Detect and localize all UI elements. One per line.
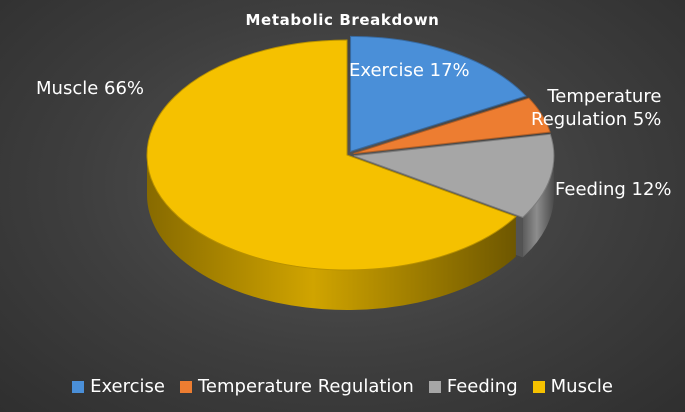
pie-side-feeding xyxy=(522,155,554,258)
legend-label-temperature-regulation: Temperature Regulation xyxy=(197,376,414,397)
data-label-muscle: Muscle 66% xyxy=(36,78,145,99)
legend-swatch-exercise xyxy=(72,380,85,393)
legend-item-temperature-regulation: Temperature Regulation xyxy=(179,376,414,397)
legend-item-exercise: Exercise xyxy=(72,376,165,397)
pie-tops xyxy=(146,35,555,271)
chart-title: Metabolic Breakdown xyxy=(245,11,440,29)
pie-slice-exercise xyxy=(350,35,527,153)
legend-label-feeding: Feeding xyxy=(446,376,518,397)
pie-slice-muscle xyxy=(146,39,517,271)
data-label-feeding: Feeding 12% xyxy=(555,179,672,200)
data-label-temperature-regulation: Temperature Regulation 5% xyxy=(531,86,662,130)
legend-swatch-temperature-regulation xyxy=(179,380,192,393)
legend-label-exercise: Exercise xyxy=(90,376,165,397)
legend-item-feeding: Feeding xyxy=(428,376,518,397)
legend-swatch-feeding xyxy=(428,380,441,393)
pie-slice-temperature-regulation xyxy=(353,97,551,155)
pie-slice-feeding xyxy=(353,133,555,218)
legend-item-muscle: Muscle xyxy=(532,376,613,397)
legend-label-muscle: Muscle xyxy=(550,376,613,397)
pie-side-muscle xyxy=(147,155,516,311)
data-label-exercise: Exercise 17% xyxy=(349,60,470,81)
legend: Exercise Temperature Regulation Feeding Mus… xyxy=(0,376,685,397)
legend-swatch-muscle xyxy=(532,380,545,393)
